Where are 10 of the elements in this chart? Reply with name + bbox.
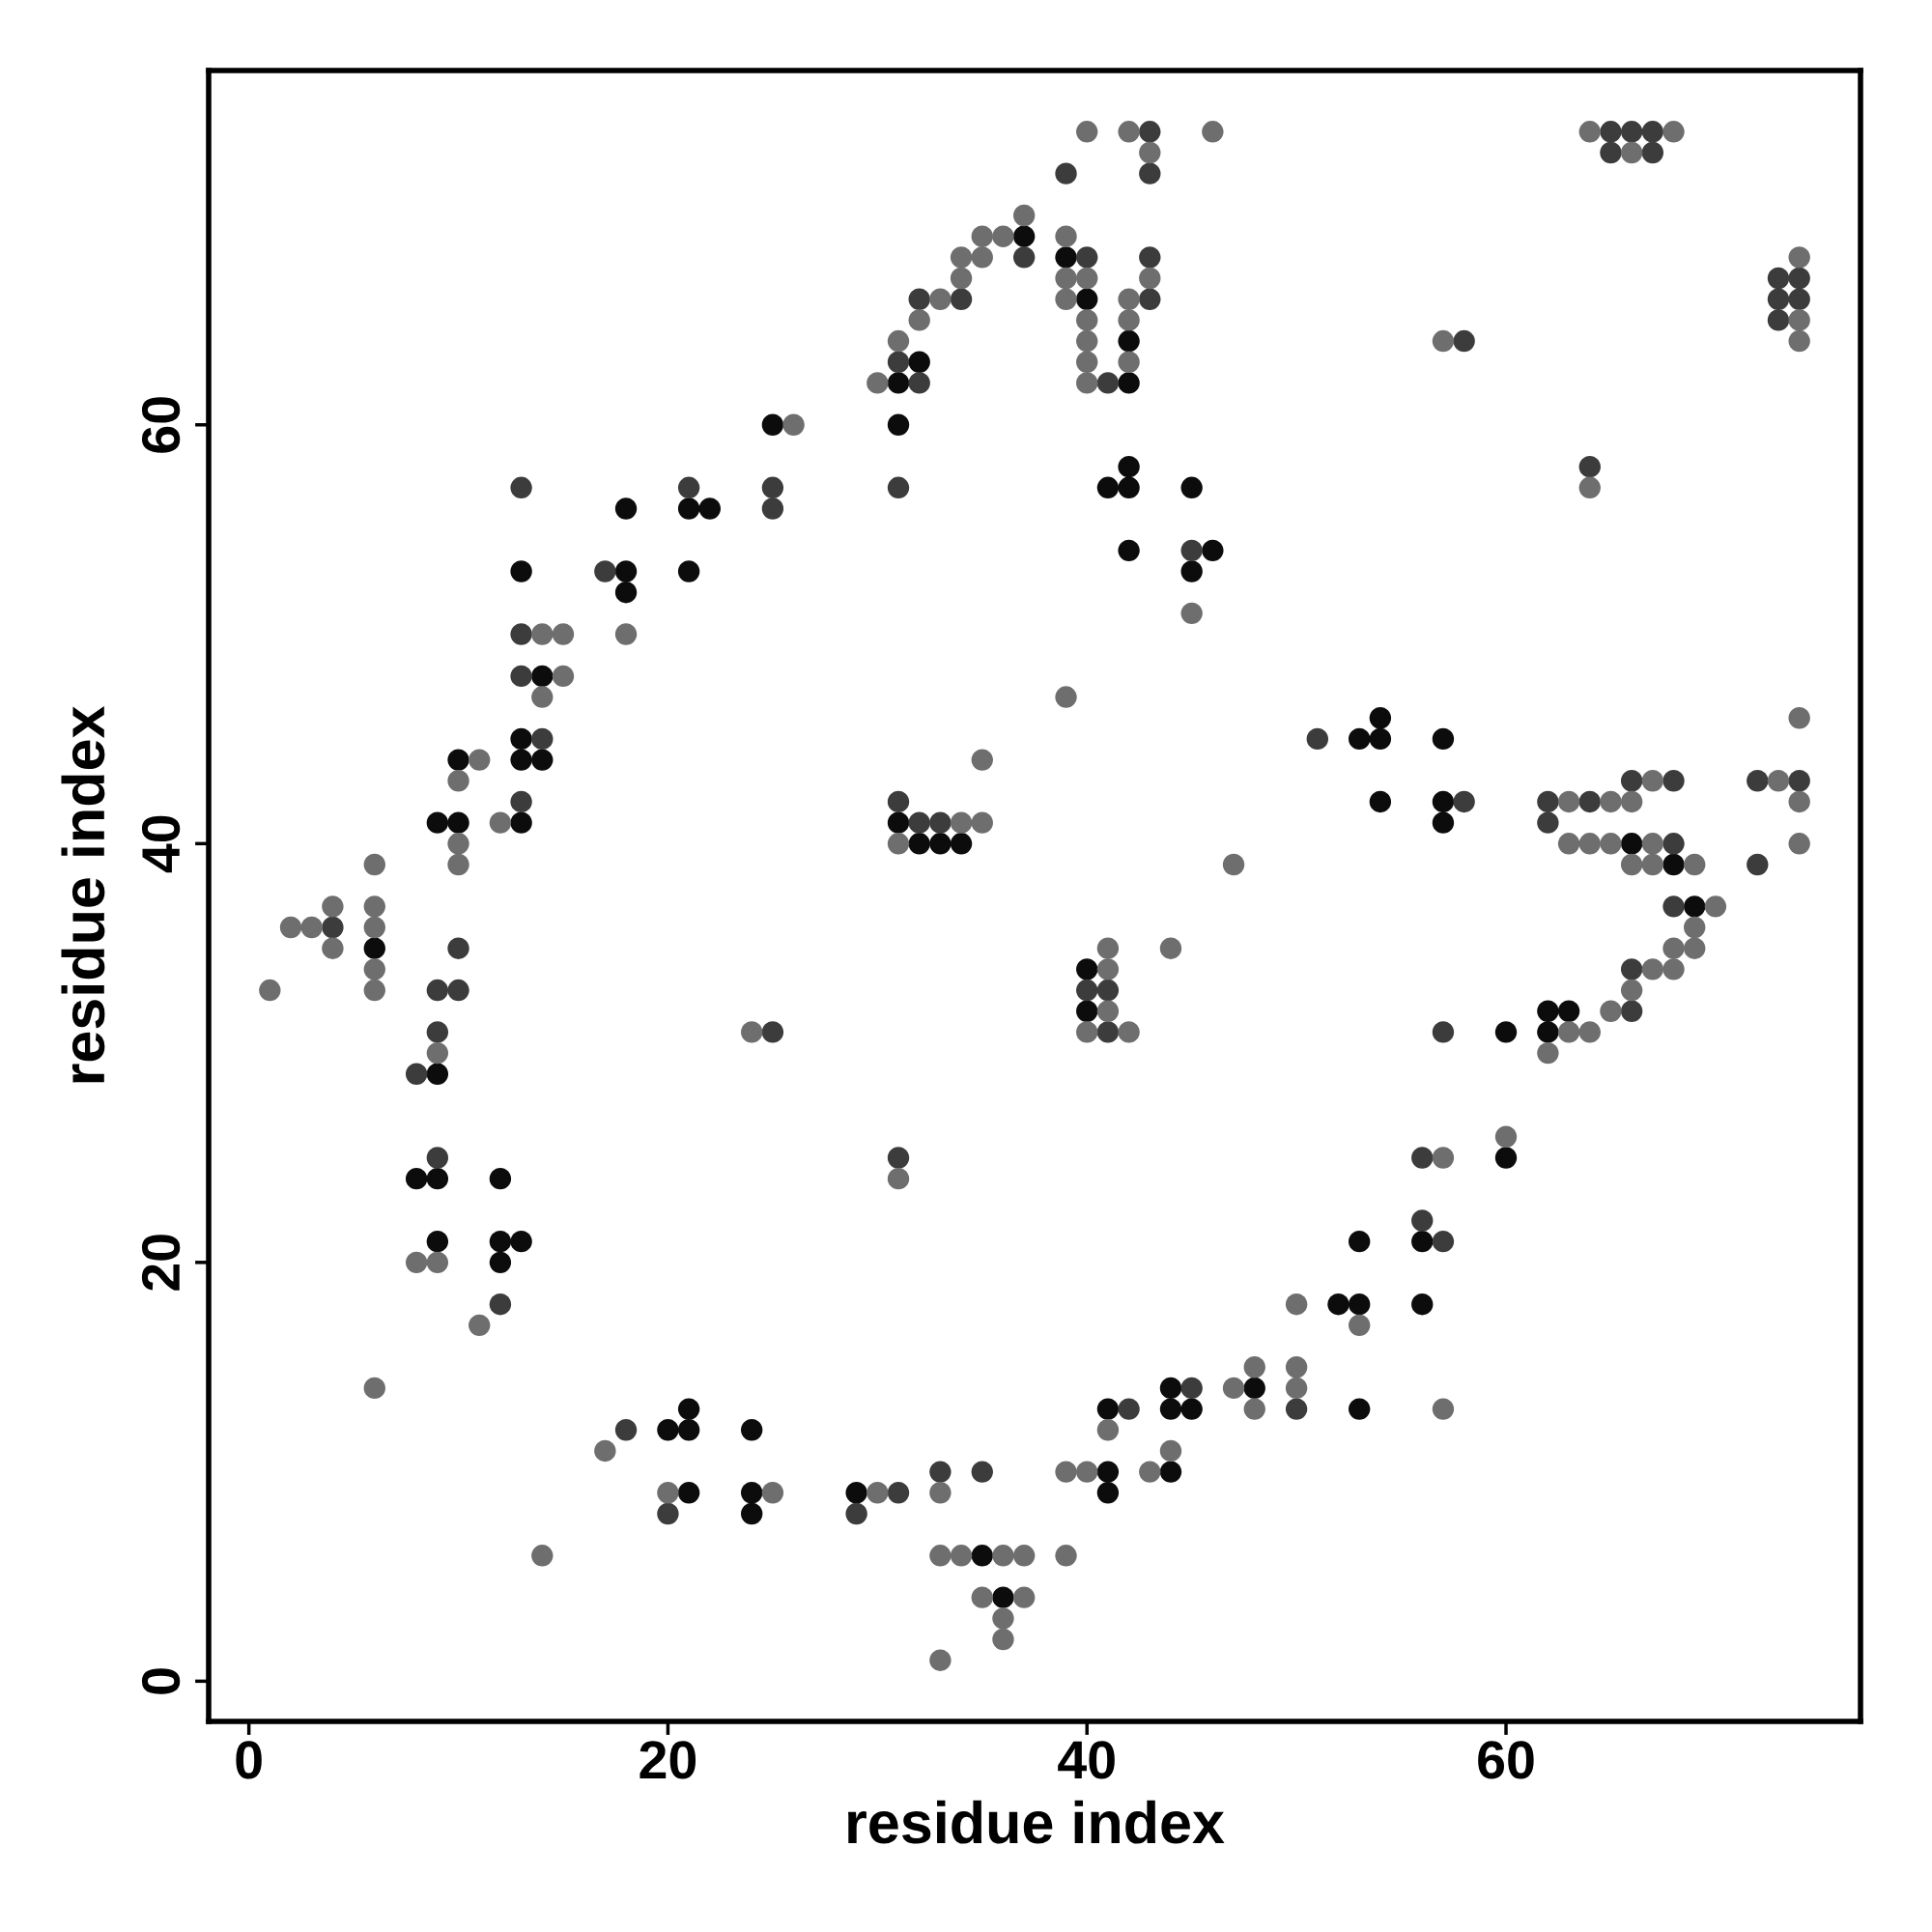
y-axis-title: residue index — [61, 705, 105, 1083]
x-tick-label: 60 — [1478, 1741, 1534, 1779]
x-tick-label: 0 — [236, 1741, 262, 1779]
x-tick-label: 40 — [1058, 1741, 1115, 1779]
y-tick-label: 40 — [141, 815, 181, 873]
x-axis-title: residue index — [848, 1800, 1225, 1844]
y-tick-label: 60 — [141, 397, 181, 453]
x-tick-label: 20 — [639, 1741, 696, 1779]
y-tick-label: 20 — [141, 1235, 181, 1291]
y-tick-label: 0 — [141, 1668, 181, 1694]
